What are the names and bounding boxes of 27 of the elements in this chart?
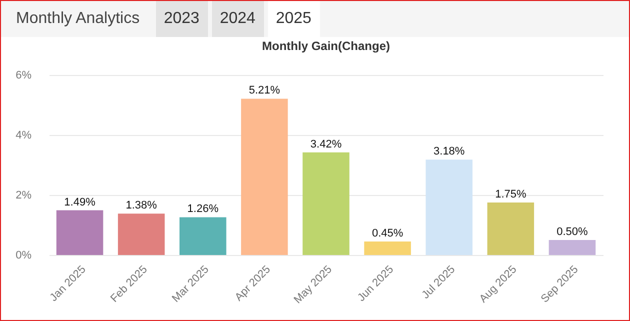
bar: [364, 242, 411, 255]
data-label: 1.75%: [495, 188, 526, 200]
y-tick-label: 2%: [16, 190, 32, 202]
data-label: 1.49%: [64, 196, 96, 208]
text: 2023: [156, 1, 208, 37]
y-tick-label: 6%: [16, 70, 32, 82]
bar: [56, 210, 104, 255]
bar: [302, 152, 350, 255]
data-label: 3.42%: [310, 138, 342, 150]
data-label: 5.21%: [248, 84, 280, 97]
data-label: 1.38%: [126, 200, 158, 212]
chart-title: Monthly Analytics: [15, 9, 141, 29]
data-label: 1.26%: [187, 203, 219, 216]
y-tick-label: 0%: [16, 250, 32, 262]
data-label: 3.18%: [434, 146, 465, 158]
bar: [118, 214, 165, 255]
data-label: 0.50%: [556, 226, 588, 238]
bar: [487, 202, 534, 255]
bar: [548, 240, 596, 255]
text: 2024: [212, 1, 264, 37]
text: 2025: [268, 1, 320, 37]
bar: [426, 160, 472, 255]
y-tick-label: 4%: [16, 130, 32, 142]
bar: [241, 98, 288, 255]
data-label: 0.45%: [372, 228, 404, 240]
chart-subtitle: Monthly Gain(Change): [262, 39, 390, 53]
bar: [180, 217, 226, 255]
